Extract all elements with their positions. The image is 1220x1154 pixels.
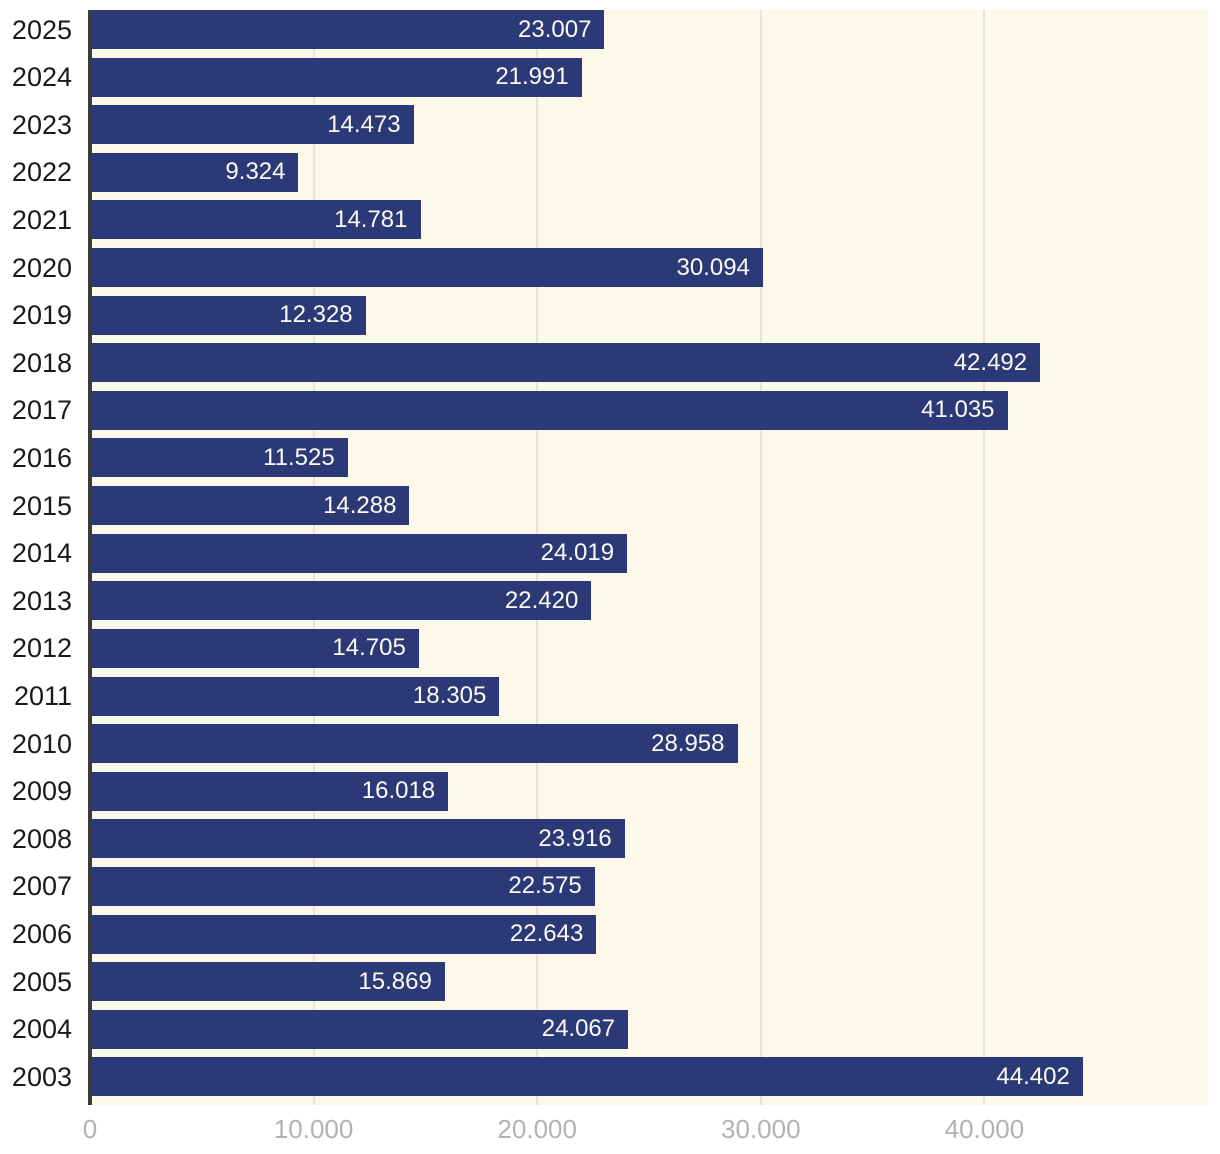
- bar-value-label: 24.019: [540, 539, 615, 567]
- bar-value-label: 12.328: [279, 301, 353, 329]
- year-label-2020: 2020: [11, 252, 72, 283]
- year-label-2003: 2003: [11, 1061, 72, 1092]
- bar-2023: 14.473: [90, 105, 414, 145]
- bar-value-label: 23.007: [518, 15, 592, 43]
- bar-value-label: 22.575: [508, 872, 582, 900]
- bar-2008: 23.916: [90, 819, 625, 859]
- bar-2017: 41.035: [90, 390, 1008, 430]
- x-tick-label-10.000: 10.000: [273, 1114, 354, 1144]
- year-label-2010: 2010: [11, 728, 72, 759]
- year-label-2004: 2004: [11, 1014, 72, 1045]
- bar-value-label: 14.473: [327, 110, 401, 138]
- year-label-2008: 2008: [11, 823, 72, 854]
- year-label-2007: 2007: [11, 871, 72, 902]
- bar-2025: 23.007: [90, 10, 605, 49]
- bar-value-label: 21.991: [495, 63, 569, 91]
- year-label-2019: 2019: [11, 300, 72, 331]
- bar-value-label: 18.305: [412, 682, 487, 710]
- bar-2020: 30.094: [90, 248, 763, 288]
- bar-value-label: 11.525: [263, 443, 335, 471]
- year-label-2009: 2009: [11, 776, 72, 807]
- y-axis-line: [88, 10, 92, 1105]
- bar-value-label: 23.916: [538, 824, 612, 852]
- bar-2016: 11.525: [90, 438, 348, 478]
- bar-value-label: 14.288: [323, 491, 397, 519]
- bar-value-label: 24.067: [541, 1015, 616, 1043]
- bar-value-label: 28.958: [651, 729, 725, 757]
- bar-value-label: 16.018: [361, 777, 436, 805]
- year-label-2017: 2017: [11, 395, 72, 426]
- bar-2024: 21.991: [90, 57, 582, 97]
- gridline: [759, 10, 762, 1105]
- x-tick-label-40.000: 40.000: [944, 1114, 1025, 1144]
- year-label-2023: 2023: [11, 109, 72, 140]
- x-tick-label-20.000: 20.000: [497, 1114, 577, 1144]
- bar-2015: 14.288: [90, 486, 410, 526]
- gridline: [983, 10, 986, 1105]
- year-label-2013: 2013: [11, 585, 72, 616]
- year-label-2021: 2021: [11, 204, 72, 235]
- year-label-2024: 2024: [11, 62, 72, 93]
- bar-2013: 22.420: [90, 581, 592, 621]
- year-label-2005: 2005: [11, 966, 72, 997]
- bar-2005: 15.869: [90, 962, 445, 1002]
- bar-value-label: 9.324: [225, 158, 286, 186]
- bar-2007: 22.575: [90, 866, 595, 906]
- bar-value-label: 15.869: [358, 967, 432, 995]
- bar-value-label: 14.781: [334, 205, 408, 233]
- year-label-2011: 2011: [13, 681, 72, 712]
- x-tick-label-30.000: 30.000: [721, 1114, 801, 1144]
- year-label-2018: 2018: [11, 347, 72, 378]
- bar-2019: 12.328: [90, 295, 366, 335]
- year-label-2006: 2006: [11, 919, 72, 950]
- year-label-2016: 2016: [11, 442, 72, 473]
- bar-value-label: 22.420: [504, 586, 579, 614]
- bar-value-label: 22.643: [509, 920, 584, 948]
- bar-value-label: 44.402: [996, 1062, 1070, 1090]
- x-tick-label-0: 0: [82, 1114, 98, 1144]
- year-label-2015: 2015: [11, 490, 72, 521]
- bar-value-label: 30.094: [676, 253, 750, 281]
- bar-2004: 24.067: [90, 1009, 629, 1049]
- bar-value-label: 42.492: [953, 348, 1028, 376]
- bar-2010: 28.958: [90, 724, 738, 764]
- bar-2022: 9.324: [90, 152, 299, 192]
- bar-value-label: 41.035: [921, 396, 995, 424]
- plot-area: 23.007 21.991 14.473 9.324 14.781 30.094 12.32…: [90, 10, 1208, 1105]
- bar-2018: 42.492: [90, 343, 1041, 383]
- bar-2003: 44.402: [90, 1057, 1083, 1097]
- year-label-2022: 2022: [11, 157, 72, 188]
- bar-2009: 16.018: [90, 771, 449, 811]
- bar-2011: 18.305: [90, 676, 500, 716]
- bar-2006: 22.643: [90, 914, 597, 954]
- year-label-2014: 2014: [11, 538, 72, 569]
- bar-value-label: 14.705: [332, 634, 406, 662]
- bar-2021: 14.781: [90, 200, 421, 240]
- bar-2012: 14.705: [90, 628, 419, 668]
- bar-2014: 24.019: [90, 533, 628, 573]
- year-label-2012: 2012: [11, 633, 72, 664]
- year-label-2025: 2025: [11, 14, 72, 45]
